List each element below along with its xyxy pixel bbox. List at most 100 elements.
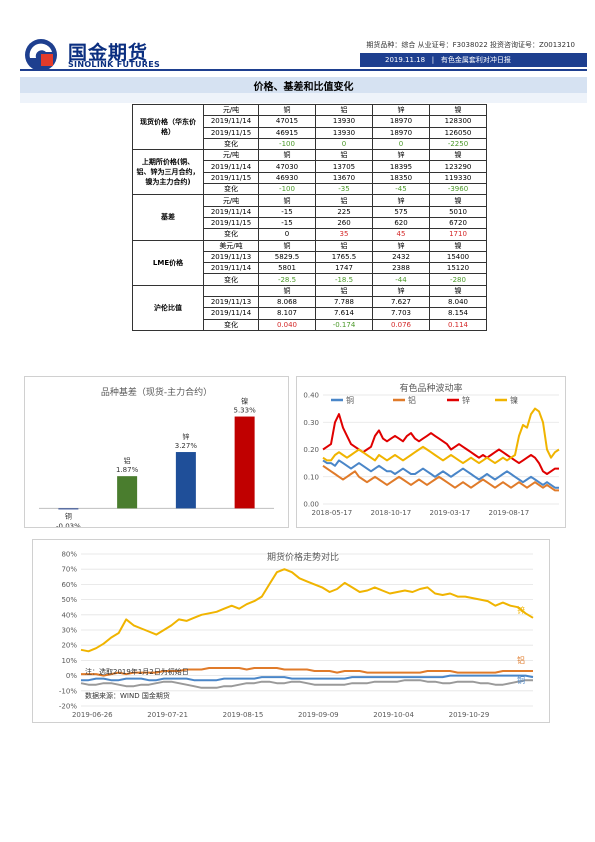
table-cell: 18350 (372, 171, 430, 185)
table-cell: 47015 (258, 115, 316, 128)
table-cell: 1765.5 (315, 250, 373, 264)
bar (58, 508, 79, 510)
table-group-label: 沪伦比值 (132, 284, 204, 331)
table-row: 沪伦比值 铜铝锌镍 (132, 284, 487, 331)
basis-bar-chart: 品种基差（现货-主力合约） 铜 -0.03% 铝1.87% 锌3.27% 镍5.33% (24, 376, 289, 528)
series-line-1 (322, 464, 559, 492)
table-cell: 1710 (429, 228, 487, 241)
table-cell: 15120 (429, 262, 487, 275)
table-header-cell (203, 284, 259, 298)
table-cell: 123290 (429, 160, 487, 173)
table-cell: 变化 (203, 183, 259, 196)
table-cell: -28.5 (258, 273, 316, 286)
table-cell: 2019/11/15 (203, 126, 259, 139)
table-header-cell: 镍 (429, 149, 487, 162)
table-cell: 0 (372, 137, 430, 151)
table-cell: 2019/11/15 (203, 216, 259, 230)
legend-label: 铝 (408, 395, 416, 405)
table-cell: 2019/11/14 (203, 262, 259, 275)
table-cell: 47030 (258, 160, 316, 173)
table-header-cell: 元/吨 (203, 103, 259, 117)
company-name-en: SINOLINK FUTURES (68, 60, 161, 69)
table-row: 变化 0.040 -0.174 0.076 0.114 (133, 318, 487, 331)
bar-category-label: 铝 (124, 456, 131, 465)
table-cell: 5829.5 (258, 250, 316, 264)
table-cell: 18970 (372, 115, 430, 128)
x-tick-label: 2019-08-17 (489, 509, 530, 517)
x-tick-label: 2019-07-21 (147, 711, 188, 719)
x-tick-label: 2018-05-17 (312, 509, 353, 517)
bar (234, 416, 255, 509)
table-cell: 5801 (258, 262, 316, 275)
table-cell: -100 (258, 183, 316, 196)
table-header-cell: 铜 (258, 239, 316, 252)
table-header-cell: 锌 (372, 103, 430, 117)
table-cell: 变化 (203, 137, 259, 151)
x-tick-label: 2019-09-09 (298, 711, 339, 719)
y-tick-label: 0.00 (303, 501, 319, 509)
table-cell: 45 (372, 228, 430, 241)
bar-value-label: 3.27% (175, 442, 198, 450)
table-cell: 7.627 (372, 296, 430, 309)
legend-label: 锌 (462, 395, 470, 405)
table-cell: 0.076 (372, 318, 430, 331)
table-cell: 0 (258, 228, 316, 241)
table-header-cell: 铝 (315, 103, 373, 117)
x-tick-label: 2019-10-29 (449, 711, 490, 719)
company-name-cn: 国金期货 (68, 42, 149, 64)
table-cell: 575 (372, 205, 430, 218)
table-cell: 18395 (372, 160, 430, 173)
table-cell: 2019/11/14 (203, 115, 259, 128)
table-cell: 8.154 (429, 307, 487, 320)
table-cell: 126050 (429, 126, 487, 139)
table-header-cell: 铜 (258, 149, 316, 162)
bar-value-label: 1.87% (116, 466, 139, 474)
table-header-cell: 锌 (372, 239, 430, 252)
x-tick-label: 2019-10-04 (373, 711, 414, 719)
table-cell: 6720 (429, 216, 487, 230)
table-cell: -44 (372, 273, 430, 286)
table-cell: 260 (315, 216, 373, 230)
banner-divider: | (427, 56, 439, 64)
series-line-0 (80, 568, 534, 653)
y-tick-label: 80% (61, 551, 77, 559)
table-cell: 119330 (429, 171, 487, 185)
y-tick-label: 60% (61, 581, 77, 589)
table-cell: 18970 (372, 126, 430, 139)
series-line-0 (322, 459, 559, 489)
table-group-label: 基差 (132, 194, 204, 241)
bar (117, 476, 138, 509)
futures-trend-chart: 80%70%60%50%40%30%20%10%0%-10%-20%2019-0… (32, 539, 550, 723)
table-row: LME价格 美元/吨铜铝锌镍 (132, 239, 487, 286)
table-header-cell: 铜 (258, 194, 316, 207)
table-row: 变化 0 35 45 1710 (133, 228, 487, 241)
table-cell: 0.114 (429, 318, 487, 331)
legend-label: 铜 (346, 395, 354, 405)
license-info: 期货品种：综合 从业证号：F3038022 投资咨询证号：Z0013210 (366, 41, 575, 49)
table-header-cell: 镍 (429, 239, 487, 252)
table-cell: -15 (258, 216, 316, 230)
table-header-cell: 铝 (315, 239, 373, 252)
y-tick-label: 70% (61, 566, 77, 574)
bar-category-label: 锌 (182, 432, 189, 441)
table-cell: -35 (315, 183, 373, 196)
table-row: 2019/11/13 8.068 7.788 7.627 8.040 (133, 296, 487, 309)
series-line-3 (322, 407, 560, 465)
series-line-2 (81, 674, 534, 682)
table-cell: 13930 (315, 126, 373, 139)
table-header-cell: 锌 (372, 284, 430, 298)
y-tick-label: 50% (61, 596, 77, 604)
report-banner: 2019.11.18 | 有色金属套利对冲日报 (360, 53, 587, 67)
y-tick-label: 0% (66, 672, 77, 680)
table-cell: 13930 (315, 115, 373, 128)
volatility-line-chart: 0.00 0.10 0.20 0.30 0.40 2018-05-17 2018-10-17… (296, 376, 566, 528)
table-header-cell: 锌 (372, 194, 430, 207)
series-end-label: 锌 (517, 605, 525, 615)
table-cell: 0 (315, 137, 373, 151)
table-cell: 2432 (372, 250, 430, 264)
table-cell: 8.040 (429, 296, 487, 309)
table-group-label: 上期所价格(铜、铝、锌为三月合约，镍为主力合约) (132, 149, 204, 196)
table-row: 变化 -100 -35 -45 -3960 (133, 183, 487, 196)
table-cell: -15 (258, 205, 316, 218)
bar-category-label: 镍 (241, 397, 248, 406)
